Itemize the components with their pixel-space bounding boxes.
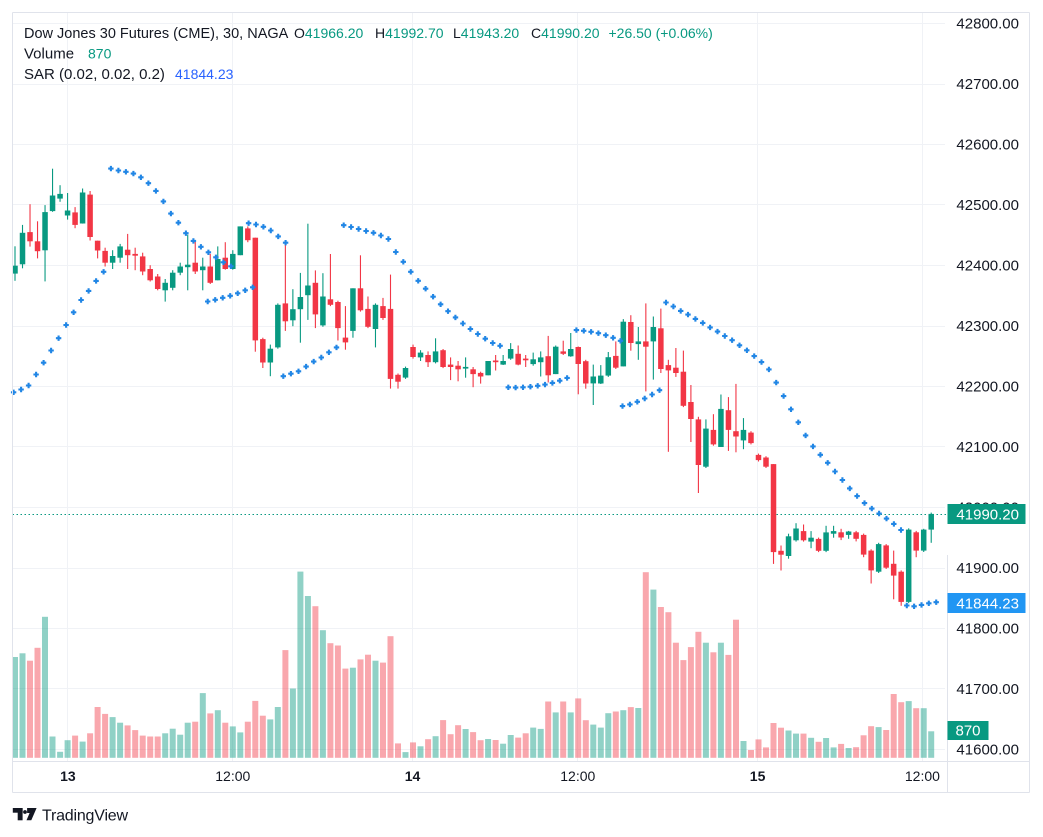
svg-text:14: 14: [405, 768, 421, 784]
svg-text:42300.00: 42300.00: [956, 318, 1019, 335]
svg-text:42700.00: 42700.00: [956, 76, 1019, 93]
svg-text:41844.23: 41844.23: [956, 595, 1019, 612]
svg-text:Volume: Volume: [24, 46, 74, 63]
svg-text:41700.00: 41700.00: [956, 681, 1019, 698]
svg-text:42400.00: 42400.00: [956, 257, 1019, 274]
svg-text:12:00: 12:00: [215, 768, 250, 784]
svg-text:TradingView: TradingView: [42, 807, 128, 824]
svg-text:L41943.20: L41943.20: [453, 25, 519, 41]
svg-text:15: 15: [750, 768, 766, 784]
svg-text:+26.50 (+0.06%): +26.50 (+0.06%): [609, 25, 713, 41]
svg-text:C41990.20: C41990.20: [531, 25, 600, 41]
svg-text:42100.00: 42100.00: [956, 439, 1019, 456]
svg-text:H41992.70: H41992.70: [375, 25, 444, 41]
svg-text:12:00: 12:00: [560, 768, 595, 784]
svg-text:870: 870: [88, 46, 112, 62]
svg-text:42500.00: 42500.00: [956, 197, 1019, 214]
svg-text:41990.20: 41990.20: [956, 506, 1019, 523]
svg-text:SAR (0.02, 0.02, 0.2): SAR (0.02, 0.02, 0.2): [24, 66, 165, 83]
svg-text:O41966.20: O41966.20: [294, 25, 363, 41]
svg-text:41900.00: 41900.00: [956, 560, 1019, 577]
svg-text:41844.23: 41844.23: [175, 66, 234, 82]
svg-text:12:00: 12:00: [905, 768, 940, 784]
svg-text:42800.00: 42800.00: [956, 15, 1019, 32]
svg-text:42200.00: 42200.00: [956, 378, 1019, 395]
svg-text:870: 870: [955, 723, 980, 740]
svg-text:41600.00: 41600.00: [956, 741, 1019, 758]
svg-text:42600.00: 42600.00: [956, 136, 1019, 153]
svg-text:Dow Jones 30 Futures (CME), 30: Dow Jones 30 Futures (CME), 30, NAGA: [24, 26, 289, 42]
svg-text:13: 13: [60, 768, 76, 784]
svg-text:41800.00: 41800.00: [956, 620, 1019, 637]
